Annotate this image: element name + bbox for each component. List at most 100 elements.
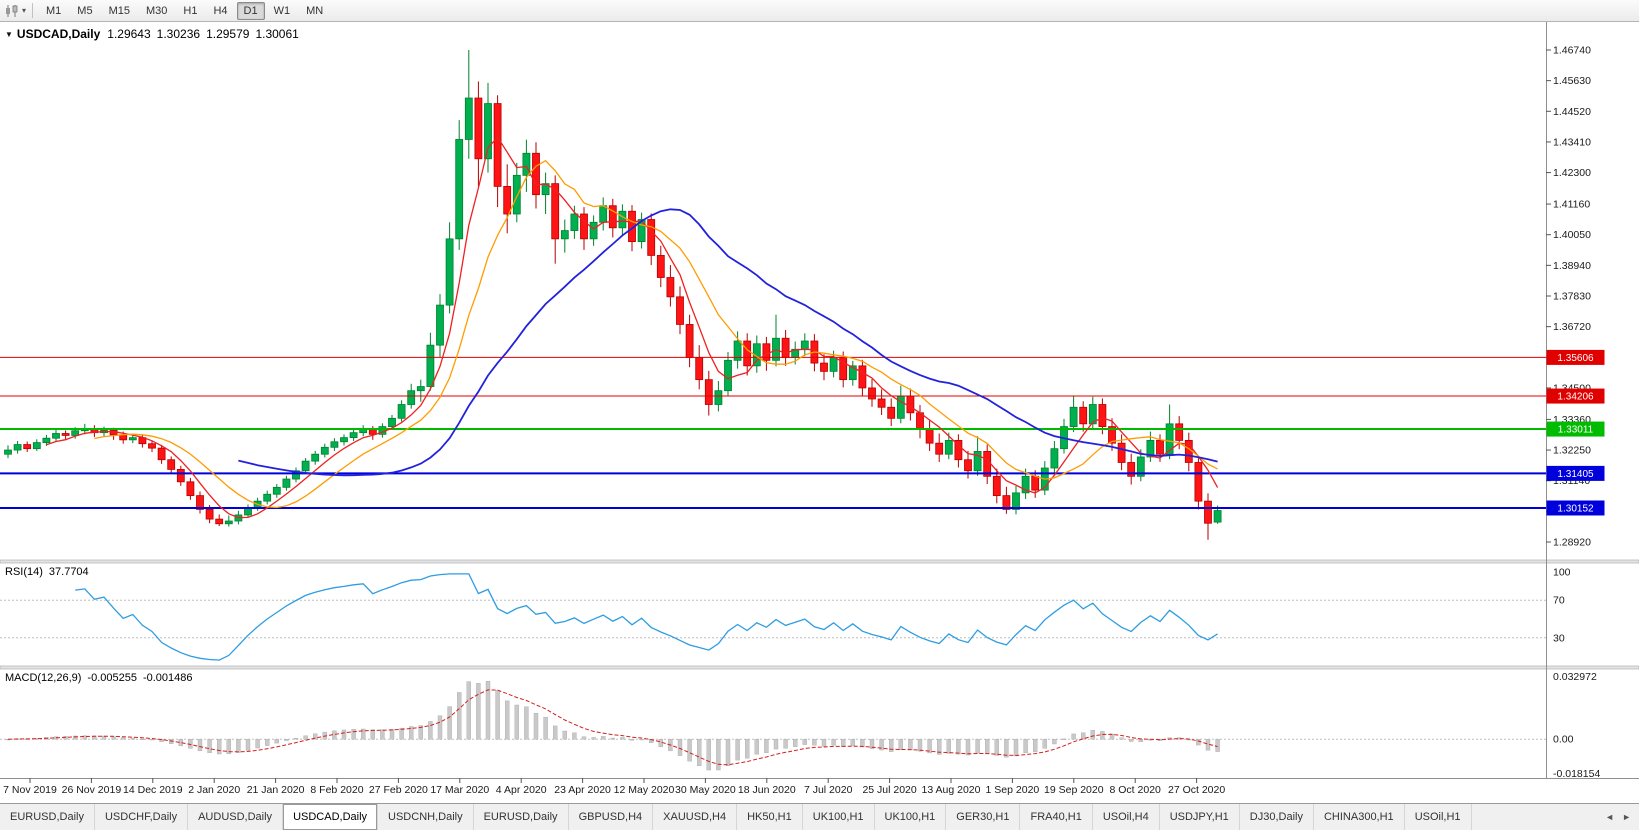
candle xyxy=(32,439,41,451)
candle xyxy=(704,370,713,416)
svg-text:1.35606: 1.35606 xyxy=(1557,353,1594,364)
chart-ohlc-header: ▼ USDCAD,Daily 1.29643 1.30236 1.29579 1.3006… xyxy=(5,27,305,41)
timeframe-button-h4[interactable]: H4 xyxy=(213,4,228,17)
chart-tab-fra40-h1[interactable]: FRA40,H1 xyxy=(1020,804,1093,830)
svg-text:0.00: 0.00 xyxy=(1553,734,1574,746)
candle xyxy=(589,215,598,246)
svg-text:1.40050: 1.40050 xyxy=(1553,229,1591,241)
chart-tab-usdchf-daily[interactable]: USDCHF,Daily xyxy=(95,804,189,830)
candle xyxy=(1002,486,1011,514)
candle xyxy=(570,205,579,239)
candle xyxy=(167,456,176,474)
candle xyxy=(292,467,300,483)
panel-splitter[interactable] xyxy=(0,559,1639,564)
price-level-tag xyxy=(1546,500,1605,516)
toolbar-separator xyxy=(32,3,34,18)
candle xyxy=(503,164,512,234)
macd-plot-area[interactable] xyxy=(0,669,1546,778)
svg-text:8 Feb 2020: 8 Feb 2020 xyxy=(310,784,363,796)
candle xyxy=(935,433,944,462)
chart-background xyxy=(0,22,1639,778)
candles-series xyxy=(4,50,1222,540)
chart-type-icon[interactable] xyxy=(4,4,19,18)
candle xyxy=(1108,418,1116,451)
rsi-plot-area[interactable] xyxy=(0,563,1546,666)
svg-text:0.032972: 0.032972 xyxy=(1553,671,1597,683)
chart-tab-china300-h1[interactable]: CHINA300,H1 xyxy=(1314,804,1405,830)
ma-line xyxy=(94,159,1218,509)
ma-line xyxy=(238,208,1218,477)
timeframe-button-m30[interactable]: M30 xyxy=(145,4,168,17)
timeframe-button-m15[interactable]: M15 xyxy=(108,4,130,17)
timeframe-button-w1[interactable]: W1 xyxy=(273,4,291,17)
chart-tab-usdcad-daily[interactable]: USDCAD,Daily xyxy=(283,804,379,830)
chart-tab-usoil-h1[interactable]: USOil,H1 xyxy=(1405,804,1472,830)
rsi-value: 37.7704 xyxy=(48,566,89,578)
candle xyxy=(580,207,588,250)
svg-text:25 Jul 2020: 25 Jul 2020 xyxy=(862,784,916,796)
candle xyxy=(282,475,291,491)
svg-text:30: 30 xyxy=(1553,632,1565,644)
chart-tab-ger30-h1[interactable]: GER30,H1 xyxy=(946,804,1021,830)
chart-tab-dj30-daily[interactable]: DJ30,Daily xyxy=(1240,804,1314,830)
tabs-scroll-left-icon[interactable]: ◄ xyxy=(1605,812,1615,822)
rsi-line xyxy=(75,573,1218,661)
collapse-icon[interactable]: ▼ xyxy=(5,30,13,39)
candle xyxy=(532,142,540,209)
macd-signal-line xyxy=(7,689,1218,766)
candle xyxy=(388,414,396,430)
candle xyxy=(186,477,195,500)
svg-text:1.44520: 1.44520 xyxy=(1553,106,1591,118)
chart-tab-uk100-h1[interactable]: UK100,H1 xyxy=(875,804,947,830)
macd-label: MACD(12,26,9) xyxy=(5,672,82,684)
timeframe-button-mn[interactable]: MN xyxy=(306,4,324,17)
svg-text:14 Dec 2019: 14 Dec 2019 xyxy=(123,784,183,796)
timeframe-button-d1[interactable]: D1 xyxy=(236,1,265,20)
rsi-indicator-header: RSI(14) 37.7704 xyxy=(5,566,89,578)
svg-text:13 Aug 2020: 13 Aug 2020 xyxy=(922,784,981,796)
svg-text:1.46740: 1.46740 xyxy=(1553,45,1591,57)
candle xyxy=(666,265,675,307)
chart-tab-usdcnh-daily[interactable]: USDCNH,Daily xyxy=(378,804,474,830)
svg-text:1.30152: 1.30152 xyxy=(1557,503,1594,514)
candle xyxy=(1079,401,1088,432)
chart-tab-usoil-h4[interactable]: USOil,H4 xyxy=(1093,804,1160,830)
panel-splitter[interactable] xyxy=(0,665,1639,670)
tabs-scroll-right-icon[interactable]: ► xyxy=(1622,812,1631,822)
chart-tab-hk50-h1[interactable]: HK50,H1 xyxy=(737,804,803,830)
svg-text:1.31405: 1.31405 xyxy=(1557,469,1594,480)
ohlc-open: 1.29643 xyxy=(107,27,151,41)
candle xyxy=(743,333,752,376)
chart-tab-uk100-h1[interactable]: UK100,H1 xyxy=(803,804,875,830)
candle xyxy=(349,429,358,441)
chart-tab-usdjpy-h1[interactable]: USDJPY,H1 xyxy=(1160,804,1240,830)
candle xyxy=(330,438,339,451)
chart-tabs-bar: EURUSD,Daily USDCHF,Daily AUDUSD,Daily USDC… xyxy=(0,803,1639,830)
ohlc-low: 1.29579 xyxy=(206,27,250,41)
candle xyxy=(445,222,454,314)
candle xyxy=(61,430,70,440)
candle xyxy=(1012,485,1020,515)
svg-text:2 Jan 2020: 2 Jan 2020 xyxy=(188,784,240,796)
candle xyxy=(512,162,521,223)
candle xyxy=(1069,396,1078,433)
chart-type-dropdown-icon[interactable]: ▾ xyxy=(22,6,27,15)
timeframe-button-m1[interactable]: M1 xyxy=(46,4,62,17)
timeframe-button-h1[interactable]: H1 xyxy=(183,4,198,17)
candle xyxy=(196,491,204,514)
chart-tab-eurusd-daily[interactable]: EURUSD,Daily xyxy=(0,804,95,830)
svg-text:12 May 2020: 12 May 2020 xyxy=(614,784,675,796)
chart-tab-gbpusd-h4[interactable]: GBPUSD,H4 xyxy=(569,804,654,830)
chart-tab-audusd-daily[interactable]: AUDUSD,Daily xyxy=(188,804,284,830)
chart-tab-eurusd-daily[interactable]: EURUSD,Daily xyxy=(474,804,569,830)
candle xyxy=(618,204,627,235)
svg-text:7 Nov 2019: 7 Nov 2019 xyxy=(3,784,57,796)
main-chart-plot-area[interactable] xyxy=(0,22,1546,560)
timeframe-button-m5[interactable]: M5 xyxy=(77,4,93,17)
svg-text:1.38940: 1.38940 xyxy=(1553,260,1591,272)
candle xyxy=(877,389,886,415)
chart-tab-xauusd-h4[interactable]: XAUUSD,H4 xyxy=(653,804,738,830)
candle xyxy=(340,434,348,446)
candle xyxy=(560,219,569,253)
